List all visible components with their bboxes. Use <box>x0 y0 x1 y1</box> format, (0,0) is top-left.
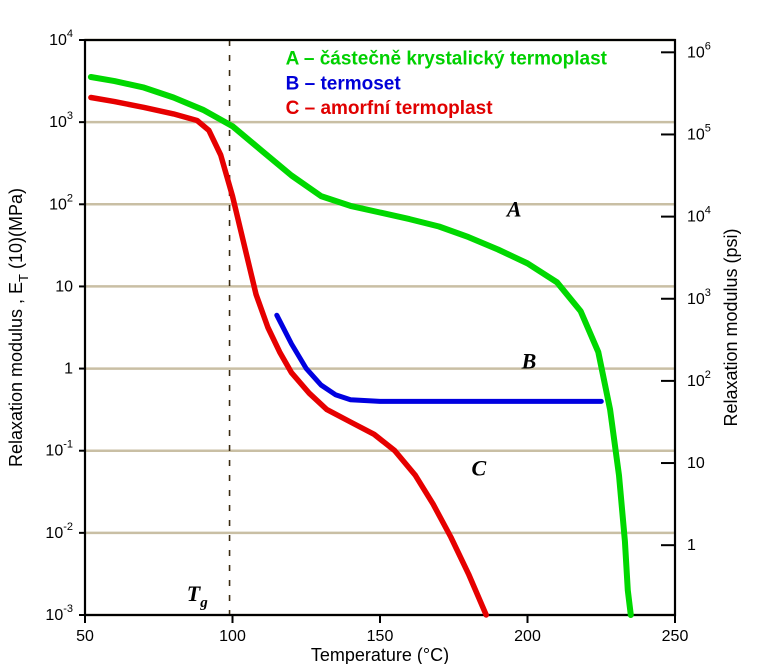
relaxation-modulus-chart: ABC50100150200250Temperature (°C)1041031… <box>0 0 761 664</box>
y-right-tick: 1 <box>687 537 696 554</box>
y-left-tick: 1 <box>64 361 73 378</box>
legend-item: A – částečně krystalický termoplast <box>286 49 608 70</box>
curve-label-B: B <box>521 349 537 374</box>
x-tick: 100 <box>219 628 246 645</box>
x-tick: 50 <box>76 628 94 645</box>
legend-item: C – amorfní termoplast <box>286 98 494 119</box>
curve-label-A: A <box>505 197 522 222</box>
x-axis-label: Temperature (°C) <box>311 645 449 664</box>
x-tick: 250 <box>662 628 689 645</box>
x-tick: 150 <box>367 628 394 645</box>
legend-item: B – termoset <box>286 73 402 94</box>
curve-label-C: C <box>471 455 486 480</box>
y-right-label: Relaxation modulus (psi) <box>721 228 741 426</box>
y-right-tick: 10 <box>687 455 705 472</box>
x-tick: 200 <box>514 628 541 645</box>
y-left-tick: 10 <box>55 278 73 295</box>
